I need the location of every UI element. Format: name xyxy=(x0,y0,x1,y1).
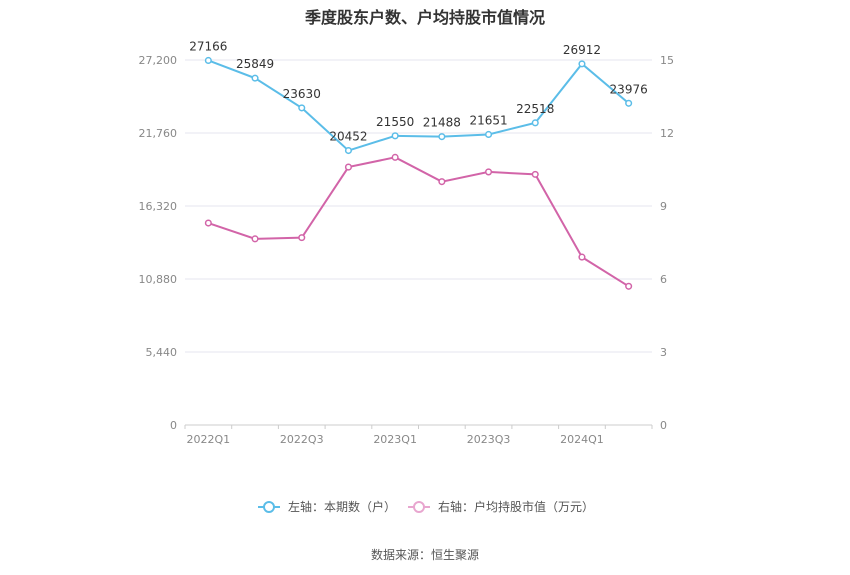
right-axis-tick-label: 3 xyxy=(660,346,667,359)
data-label: 20452 xyxy=(329,130,367,144)
chart-title: 季度股东户数、户均持股市值情况 xyxy=(304,8,545,27)
holders-count-point xyxy=(298,104,306,112)
left-axis-tick-label: 27,200 xyxy=(139,54,178,67)
avg-holding-value-point xyxy=(625,282,633,290)
holders-count-point xyxy=(625,99,633,107)
right-axis-tick-label: 15 xyxy=(660,54,674,67)
data-label: 23630 xyxy=(283,87,321,101)
data-label: 21651 xyxy=(469,113,507,127)
left-axis-tick-label: 10,880 xyxy=(139,273,178,286)
data-label: 25849 xyxy=(236,57,274,71)
data-label: 21550 xyxy=(376,115,414,129)
left-axis-tick-label: 0 xyxy=(170,419,177,432)
data-source-note: 数据来源：恒生聚源 xyxy=(370,548,479,562)
legend-label: 左轴：本期数（户） xyxy=(288,499,396,514)
data-label: 26912 xyxy=(563,43,601,57)
holders-count-line xyxy=(207,59,630,152)
legend-label: 右轴：户均持股市值（万元） xyxy=(438,499,594,514)
legend-marker xyxy=(263,501,275,513)
holders-count-point xyxy=(485,130,493,139)
legend: 左轴：本期数（户） 右轴：户均持股市值（万元） xyxy=(258,499,594,514)
right-axis-tick-label: 9 xyxy=(660,200,667,213)
x-axis-tick-label: 2022Q3 xyxy=(280,433,324,446)
left-axis-tick-label: 21,760 xyxy=(139,127,178,140)
holders-count-point xyxy=(344,147,353,155)
x-axis-tick-label: 2023Q3 xyxy=(467,433,511,446)
legend-marker xyxy=(413,501,425,513)
avg-holding-value-line xyxy=(208,156,630,288)
right-axis-tick-label: 12 xyxy=(660,127,674,140)
avg-holding-value-point xyxy=(531,170,539,178)
holders-count-point xyxy=(578,60,586,68)
avg-holding-value-point xyxy=(298,234,306,242)
holders-count-point xyxy=(391,132,399,140)
axes: 0 5,440 10,880 16,320 21,760 27,200 0 3 6 9 12 15 20… xyxy=(139,54,675,446)
avg-holding-value-point xyxy=(485,168,493,176)
avg-holding-value-point xyxy=(578,253,586,261)
x-axis-tick-label: 2024Q1 xyxy=(560,433,604,446)
avg-holding-value-point xyxy=(438,178,446,186)
data-label: 21488 xyxy=(423,116,461,130)
x-axis-tick-label: 2022Q1 xyxy=(187,433,231,446)
right-axis-tick-label: 0 xyxy=(660,419,667,432)
holders-count-point xyxy=(531,119,539,127)
left-axis-tick-label: 16,320 xyxy=(139,200,178,213)
series-layer: 27166 25849 23630 20452 21550 21488 21651 22518… xyxy=(189,39,648,290)
avg-holding-value-point xyxy=(391,153,399,161)
x-axis-tick-label: 2023Q1 xyxy=(373,433,417,446)
right-axis-tick-label: 6 xyxy=(660,273,667,286)
left-axis-tick-label: 5,440 xyxy=(146,346,178,359)
data-label: 27166 xyxy=(189,39,227,53)
data-label: 23976 xyxy=(610,82,648,96)
avg-holding-value-point xyxy=(344,163,353,171)
holders-count-point xyxy=(204,56,212,65)
holders-count-point xyxy=(438,133,446,141)
avg-holding-value-point xyxy=(204,219,212,227)
data-label: 22518 xyxy=(516,102,554,116)
grid-lines xyxy=(185,59,652,426)
holders-count-point xyxy=(251,74,259,82)
avg-holding-value-point xyxy=(251,235,259,243)
